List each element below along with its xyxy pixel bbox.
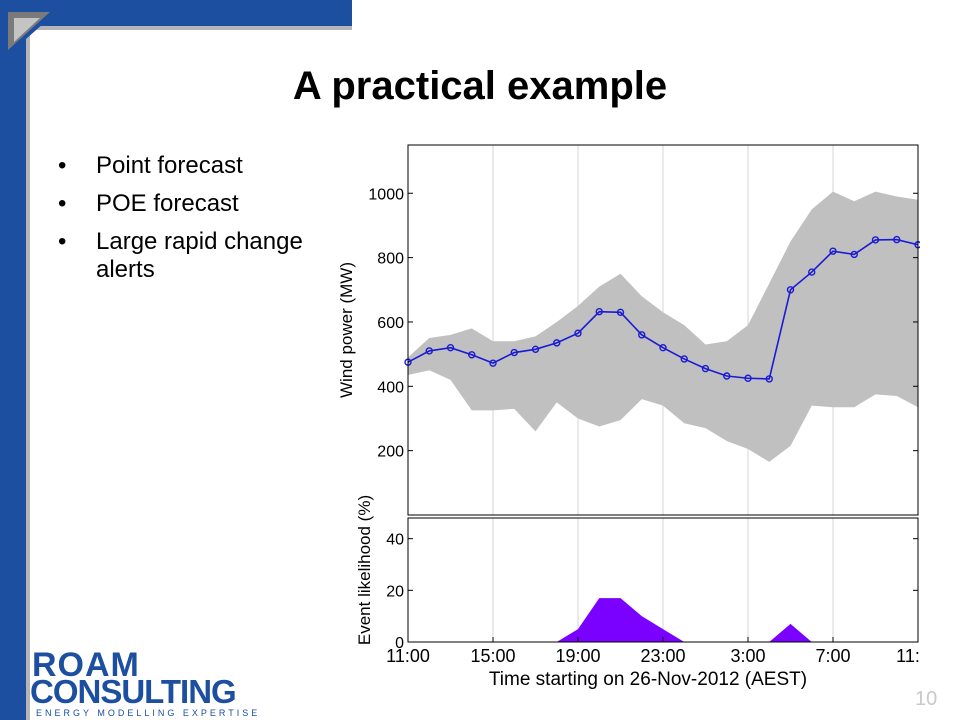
wind-power-axis-label: Wind power (MW) bbox=[337, 262, 356, 398]
x-tick-label: 19:00 bbox=[555, 646, 600, 666]
bullet-dot: • bbox=[58, 152, 67, 179]
point-forecast-marker bbox=[808, 268, 816, 276]
event-likelihood-plot: 0 20 40 11:00 15:00 19:00 23:00 3:00 7:00 11:00 bbox=[386, 517, 920, 666]
logo-line-consulting: CONSULTING bbox=[30, 673, 237, 710]
logo-line-roam: ROAM bbox=[32, 646, 140, 684]
sub-y-tick-label: 40 bbox=[386, 532, 404, 549]
forecast-chart: 200 400 600 800 1000 0 20 40 11:00 15:00 19:00 23:… bbox=[337, 144, 920, 690]
time-axis-label: Time starting on 26-Nov-2012 (AEST) bbox=[489, 669, 807, 690]
main-plot-frame bbox=[407, 144, 919, 516]
point-forecast-marker bbox=[574, 329, 582, 337]
x-tick-label: 3:00 bbox=[730, 646, 765, 666]
point-forecast-marker bbox=[871, 236, 880, 244]
point-forecast-marker bbox=[446, 343, 455, 352]
main-y-tick-label: 200 bbox=[377, 444, 404, 461]
x-tick-label: 11:00 bbox=[386, 646, 430, 666]
point-forecast-marker bbox=[786, 286, 795, 294]
main-y-tick-label: 400 bbox=[377, 379, 404, 396]
left-blue-bar bbox=[0, 0, 26, 720]
bullet-text: POE forecast bbox=[96, 190, 239, 217]
main-y-tick-label: 800 bbox=[377, 251, 404, 268]
point-forecast-marker bbox=[893, 235, 901, 244]
point-forecast-marker bbox=[680, 355, 688, 363]
event-likelihood-area bbox=[408, 598, 918, 642]
point-forecast-marker bbox=[744, 374, 752, 382]
bullet-text: Point forecast bbox=[96, 152, 243, 179]
page-number: 10 bbox=[915, 688, 938, 710]
left-gray-bar bbox=[26, 26, 30, 720]
point-forecast-marker bbox=[531, 345, 540, 354]
point-forecast-marker bbox=[425, 347, 433, 355]
x-tick-label: 11:00 bbox=[896, 646, 920, 666]
x-tick-label: 15:00 bbox=[470, 646, 515, 666]
x-tick-label: 7:00 bbox=[815, 646, 850, 666]
point-forecast-marker bbox=[468, 351, 476, 359]
slide-title: A practical example bbox=[292, 64, 668, 108]
event-likelihood-axis-label: Event likelihood (%) bbox=[355, 495, 374, 645]
point-forecast-marker bbox=[765, 375, 773, 383]
point-forecast-line bbox=[407, 238, 919, 380]
point-forecast-marker bbox=[489, 359, 497, 367]
bullet-list: • Point forecast • POE forecast • Large rap… bbox=[58, 152, 358, 294]
corner-accent bbox=[0, 0, 70, 62]
bullet-text: Large rapid change alerts bbox=[96, 228, 303, 283]
main-y-tick-label: 1000 bbox=[368, 186, 404, 203]
main-y-tick-label: 600 bbox=[377, 315, 404, 332]
point-forecast-marker bbox=[595, 307, 603, 316]
poe-band bbox=[408, 191, 918, 462]
sub-y-tick-label: 0 bbox=[395, 635, 404, 652]
point-forecast-marker bbox=[850, 250, 858, 259]
point-forecast-marker bbox=[659, 343, 667, 352]
point-forecast-marker bbox=[638, 331, 646, 339]
sub-y-tick-label: 20 bbox=[386, 583, 404, 600]
point-forecast-marker bbox=[553, 339, 561, 347]
wind-power-plot: 200 400 600 800 1000 bbox=[368, 144, 920, 516]
bullet-dot: • bbox=[58, 190, 67, 217]
point-forecast-marker bbox=[723, 372, 731, 380]
bullet-item: • Large rapid change alerts bbox=[58, 228, 358, 284]
point-forecast-marker bbox=[510, 348, 518, 357]
point-forecast-marker bbox=[701, 364, 710, 373]
point-forecast-marker bbox=[829, 247, 837, 255]
bullet-item: • Point forecast bbox=[58, 152, 358, 180]
x-tick-label: 23:00 bbox=[640, 646, 685, 666]
logo-tagline: ENERGY MODELLING EXPERTISE bbox=[36, 708, 261, 718]
bullet-item: • POE forecast bbox=[58, 190, 358, 218]
bullet-dot: • bbox=[58, 228, 67, 255]
top-gray-bar bbox=[26, 26, 352, 30]
point-forecast-marker bbox=[616, 308, 625, 317]
